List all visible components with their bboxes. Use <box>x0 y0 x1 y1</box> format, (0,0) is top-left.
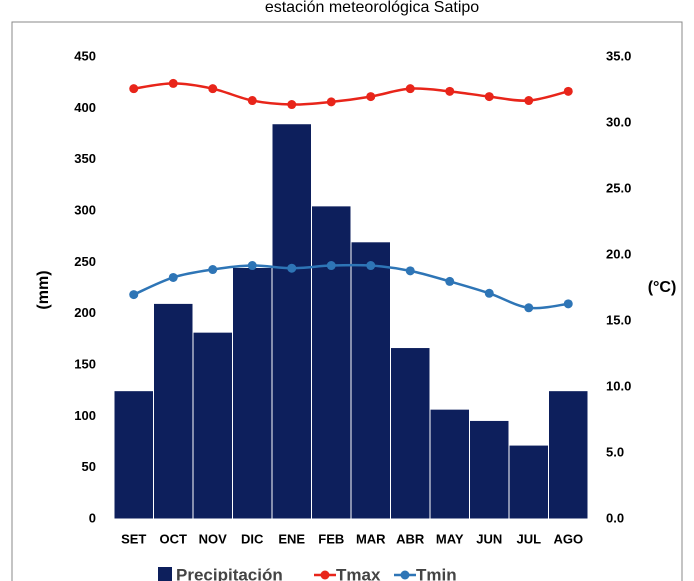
marker <box>168 272 178 282</box>
x-tick-label: NOV <box>199 531 228 546</box>
y2-tick-label: 10.0 <box>606 378 631 393</box>
marker <box>445 86 455 96</box>
bar <box>232 266 273 520</box>
x-tick-label: MAR <box>356 531 386 546</box>
y2-tick-label: 15.0 <box>606 312 631 327</box>
marker <box>524 96 534 106</box>
bar <box>548 390 589 520</box>
marker <box>129 290 139 300</box>
x-tick-label: ENE <box>278 531 305 546</box>
bar <box>153 302 194 520</box>
bar <box>350 241 391 520</box>
legend-label: Precipitación <box>176 565 283 581</box>
marker <box>366 261 376 271</box>
x-tick-label: JUL <box>516 531 541 546</box>
x-tick-label: ABR <box>396 531 425 546</box>
y-tick-label: 150 <box>74 356 96 371</box>
y-tick-label: 400 <box>74 100 96 115</box>
marker <box>326 261 336 271</box>
marker <box>287 100 297 110</box>
marker <box>405 84 415 94</box>
y-tick-label: 450 <box>74 48 96 63</box>
y-tick-label: 250 <box>74 254 96 269</box>
chart-title: estación meteorológica Satipo <box>265 0 479 16</box>
x-tick-label: SET <box>121 531 146 546</box>
x-tick-label: DIC <box>241 531 264 546</box>
marker <box>405 266 415 276</box>
y2-tick-label: 35.0 <box>606 48 631 63</box>
marker <box>208 265 218 275</box>
bar <box>113 390 154 520</box>
marker <box>484 288 494 298</box>
marker <box>563 86 573 96</box>
marker <box>287 263 297 273</box>
marker <box>563 299 573 309</box>
marker <box>247 261 257 271</box>
marker <box>208 84 218 94</box>
legend-swatch <box>400 570 410 580</box>
y-tick-label: 50 <box>82 459 96 474</box>
y2-axis-label: (°C) <box>648 279 677 296</box>
marker <box>445 276 455 286</box>
line <box>133 82 569 106</box>
bar <box>271 123 312 520</box>
legend-swatch <box>158 567 172 581</box>
bar <box>429 408 470 520</box>
bar <box>192 331 233 520</box>
x-tick-label: AGO <box>553 531 583 546</box>
y2-tick-label: 25.0 <box>606 180 631 195</box>
marker <box>326 97 336 107</box>
bar <box>390 347 431 520</box>
y-tick-label: 300 <box>74 202 96 217</box>
marker <box>366 92 376 102</box>
y2-tick-label: 30.0 <box>606 114 631 129</box>
x-tick-label: JUN <box>476 531 502 546</box>
legend-label: Tmin <box>416 565 457 581</box>
y2-tick-label: 5.0 <box>606 444 624 459</box>
x-tick-label: OCT <box>160 531 188 546</box>
y-axis-label: (mm) <box>35 270 52 309</box>
x-tick-label: FEB <box>318 531 344 546</box>
marker <box>129 84 139 94</box>
marker <box>484 92 494 102</box>
y-tick-label: 350 <box>74 151 96 166</box>
y-tick-label: 200 <box>74 305 96 320</box>
y-tick-label: 0 <box>89 510 96 525</box>
bar <box>508 444 549 520</box>
legend-label: Tmax <box>336 565 381 581</box>
bar <box>469 419 510 520</box>
bar <box>311 205 352 520</box>
y-tick-label: 100 <box>74 408 96 423</box>
marker <box>168 78 178 88</box>
legend-swatch <box>320 570 330 580</box>
x-tick-label: MAY <box>436 531 464 546</box>
frame <box>11 21 683 581</box>
marker <box>524 303 534 313</box>
y2-tick-label: 0.0 <box>606 510 624 525</box>
y2-tick-label: 20.0 <box>606 246 631 261</box>
marker <box>247 96 257 106</box>
